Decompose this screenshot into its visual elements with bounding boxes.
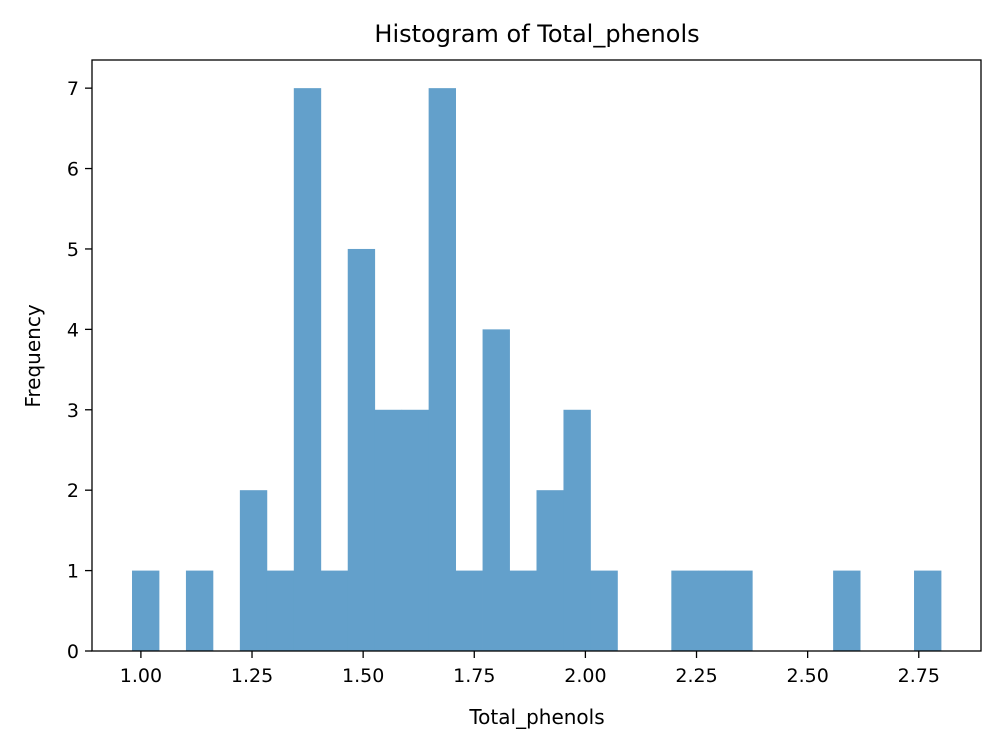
histogram-bar — [186, 571, 213, 651]
x-axis: 1.00 1.25 1.50 1.75 2.00 2.25 2.50 2.75 — [120, 651, 940, 687]
x-tick-label: 1.00 — [120, 665, 162, 687]
histogram-bar — [537, 490, 564, 651]
y-tick-label: 2 — [67, 480, 79, 502]
histogram-bar — [671, 571, 698, 651]
histogram-bar — [698, 571, 725, 651]
y-tick-label: 7 — [67, 78, 79, 100]
histogram-bar — [833, 571, 860, 651]
x-axis-label: Total_phenols — [468, 705, 604, 729]
histogram-bar — [456, 571, 483, 651]
bars-group — [132, 88, 941, 651]
histogram-bar — [563, 410, 590, 651]
histogram-bar — [914, 571, 941, 651]
histogram-bar — [483, 329, 510, 651]
y-axis: 0 1 2 3 4 5 6 7 — [67, 78, 92, 663]
x-tick-label: 1.25 — [231, 665, 273, 687]
histogram-bar — [267, 571, 294, 651]
histogram-bar — [725, 571, 752, 651]
y-axis-label: Frequency — [21, 304, 45, 407]
histogram-bar — [510, 571, 537, 651]
y-tick-label: 6 — [67, 159, 79, 181]
histogram-bar — [348, 249, 375, 651]
x-tick-label: 1.75 — [453, 665, 495, 687]
y-tick-label: 0 — [67, 641, 79, 663]
histogram-bar — [375, 410, 402, 651]
histogram-bar — [294, 88, 321, 651]
chart-title: Histogram of Total_phenols — [374, 20, 699, 48]
x-tick-label: 2.75 — [898, 665, 940, 687]
x-tick-label: 1.50 — [342, 665, 384, 687]
x-tick-label: 2.50 — [786, 665, 828, 687]
histogram-bar — [590, 571, 617, 651]
y-tick-label: 1 — [67, 561, 79, 583]
histogram-bar — [321, 571, 348, 651]
x-tick-label: 2.25 — [675, 665, 717, 687]
histogram-bar — [132, 571, 159, 651]
histogram-bar — [402, 410, 429, 651]
histogram-bar — [429, 88, 456, 651]
histogram-bar — [240, 490, 267, 651]
y-tick-label: 3 — [67, 400, 79, 422]
y-tick-label: 4 — [67, 319, 79, 341]
x-tick-label: 2.00 — [564, 665, 606, 687]
y-tick-label: 5 — [67, 239, 79, 261]
